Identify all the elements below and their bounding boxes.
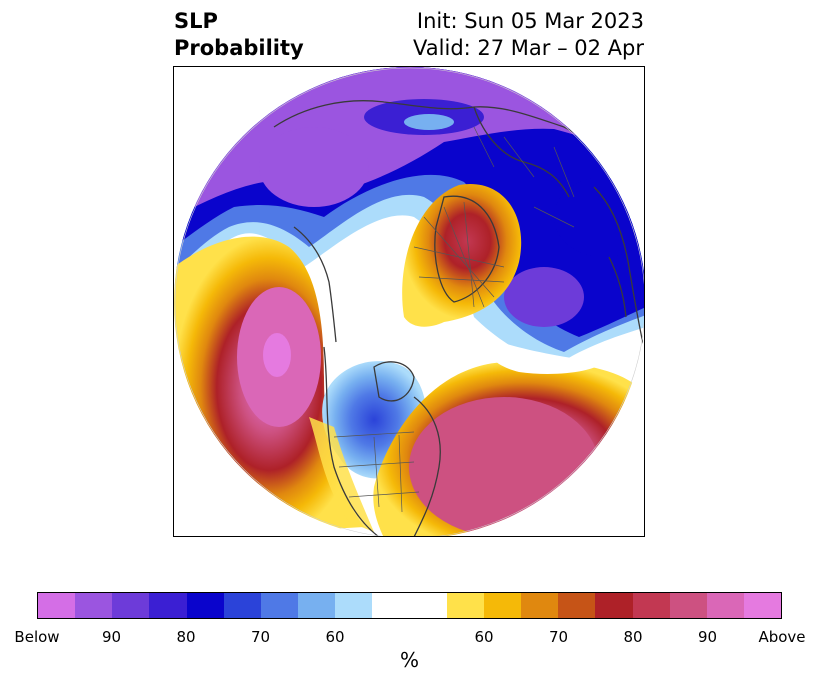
colorbar-segment bbox=[446, 593, 484, 618]
siberia-blue-pocket bbox=[404, 114, 454, 130]
atlantic-core bbox=[409, 397, 599, 536]
colorbar-segment bbox=[409, 593, 447, 618]
title-product: Probability bbox=[174, 36, 304, 60]
colorbar-segment bbox=[595, 593, 633, 618]
coastline-japan bbox=[608, 256, 627, 318]
title-variable: SLP bbox=[174, 9, 218, 33]
arctic-grid bbox=[413, 201, 505, 308]
coastline-hudson bbox=[373, 361, 415, 402]
colorbar-tick-label: 90 bbox=[101, 628, 122, 646]
colorbar-tick-label: 60 bbox=[474, 628, 494, 646]
map-panel bbox=[173, 66, 645, 537]
colorbar-segment bbox=[372, 593, 410, 618]
colorbar-unit: % bbox=[399, 648, 419, 672]
colorbar-tick-label: 90 bbox=[697, 628, 718, 646]
coastline-west-na bbox=[323, 346, 380, 536]
colorbar-segment bbox=[335, 593, 373, 618]
kamchatka-lobe bbox=[504, 267, 584, 327]
colorbar-segment bbox=[521, 593, 559, 618]
colorbar-tick-label: 80 bbox=[623, 628, 643, 646]
valid-range: Valid: 27 Mar – 02 Apr bbox=[413, 36, 644, 60]
colorbar-segment bbox=[632, 593, 670, 618]
colorbar bbox=[37, 592, 782, 619]
plot-title: SLP Probability bbox=[174, 8, 304, 62]
neutral-east bbox=[484, 337, 604, 374]
colorbar-tick-label: 70 bbox=[548, 628, 569, 646]
colorbar-segment bbox=[149, 593, 187, 618]
colorbar-segment bbox=[260, 593, 299, 618]
colorbar-tick-labels: Below 90 80 70 60 60 70 80 90 Above bbox=[0, 628, 819, 648]
colorbar-segment bbox=[706, 593, 744, 618]
coastline-alaska bbox=[293, 226, 337, 343]
neutral-gap bbox=[347, 277, 384, 354]
colorbar-tick-label: Below bbox=[14, 628, 60, 646]
colorbar-segment bbox=[75, 593, 113, 618]
coastline-greenland bbox=[434, 195, 500, 303]
coastline-europe bbox=[473, 106, 570, 198]
borders-usa bbox=[333, 431, 420, 513]
colorbar-tick-label: Above bbox=[758, 628, 806, 646]
colorbar-segment bbox=[112, 593, 150, 618]
borders-asia bbox=[473, 126, 575, 228]
arctic-high bbox=[402, 183, 522, 327]
colorbar-tick-label: 80 bbox=[176, 628, 196, 646]
coastline-east-asia bbox=[593, 186, 644, 358]
colorbar-segment bbox=[558, 593, 596, 618]
colorbar-segment bbox=[743, 593, 782, 618]
siberia-purple-lobe bbox=[259, 127, 369, 207]
colorbar-tick-label: 60 bbox=[325, 628, 345, 646]
colorbar-tick-label: 70 bbox=[250, 628, 271, 646]
coastline-east-na bbox=[413, 396, 441, 536]
colorbar-segment bbox=[186, 593, 224, 618]
colorbar-segment bbox=[483, 593, 522, 618]
colorbar-segment bbox=[38, 593, 76, 618]
plot-dates: Init: Sun 05 Mar 2023 Valid: 27 Mar – 02… bbox=[413, 8, 644, 62]
north-pacific-peak bbox=[263, 333, 291, 377]
probability-map bbox=[174, 67, 644, 536]
init-date: Init: Sun 05 Mar 2023 bbox=[416, 9, 644, 33]
yellow-band-west bbox=[309, 417, 374, 532]
colorbar-segment bbox=[669, 593, 707, 618]
colorbar-segment bbox=[298, 593, 336, 618]
colorbar-segment bbox=[223, 593, 261, 618]
